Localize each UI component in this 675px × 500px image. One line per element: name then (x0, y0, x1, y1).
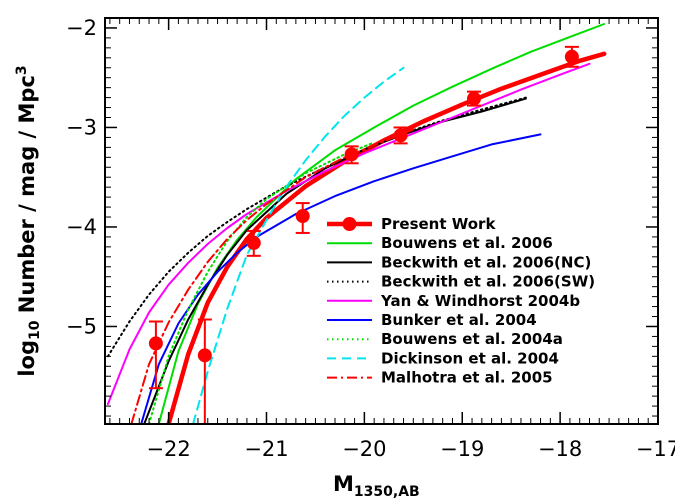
data-point-4 (295, 209, 310, 224)
y-tick-label: −4 (66, 215, 97, 239)
y-axis-label: log10 Number / mag / Mpc3 (14, 65, 43, 376)
x-tick-label: −20 (342, 437, 386, 461)
legend-label-malhotra-et-al-2005: Malhotra et al. 2005 (381, 369, 553, 387)
data-point-1 (148, 336, 163, 351)
legend-label-beckwith-et-al-2006-nc: Beckwith et al. 2006(NC) (381, 253, 591, 271)
data-point-6 (393, 128, 408, 143)
data-point-3 (246, 235, 261, 250)
legend-label-bunker-et-al-2004: Bunker et al. 2004 (381, 311, 537, 329)
legend-marker (342, 217, 357, 231)
series-line-dickinson-et-al-2004 (192, 66, 405, 424)
x-tick-label: −17 (636, 437, 675, 461)
y-tick-label: −3 (66, 115, 97, 139)
legend-label-dickinson-et-al-2004: Dickinson et al. 2004 (381, 349, 559, 367)
data-points (148, 45, 579, 424)
x-axis-label: M1350,AB (333, 472, 420, 500)
x-tick-label: −22 (146, 437, 190, 461)
data-point-7 (466, 91, 481, 106)
legend-label-beckwith-et-al-2006-sw: Beckwith et al. 2006(SW) (381, 273, 595, 291)
series-line-beckwith-et-al-2006-sw (106, 96, 527, 358)
x-tick-label: −19 (440, 437, 484, 461)
x-tick-label: −18 (538, 437, 582, 461)
data-point-2 (197, 348, 212, 363)
y-tick-label: −2 (66, 16, 97, 40)
y-tick-label: −5 (66, 314, 97, 338)
plot-frame (104, 17, 659, 425)
legend-label-bouwens-et-al-2006: Bouwens et al. 2006 (381, 234, 553, 252)
data-point-8 (564, 49, 579, 64)
x-tick-label: −21 (244, 437, 288, 461)
legend-label-yan-windhorst-2004b: Yan & Windhorst 2004b (380, 292, 580, 310)
legend-label-bouwens-et-al-2004a: Bouwens et al. 2004a (381, 330, 563, 348)
series-curves (106, 23, 607, 424)
data-point-5 (344, 147, 359, 162)
legend-label-present-work: Present Work (381, 215, 496, 233)
series-line-malhotra-et-al-2005 (130, 128, 415, 424)
series-line-bunker-et-al-2004 (140, 133, 542, 424)
axis-ticks: −22 −21 −20 −19 −18 −17 −5 −4 −3 −2 (66, 16, 675, 461)
